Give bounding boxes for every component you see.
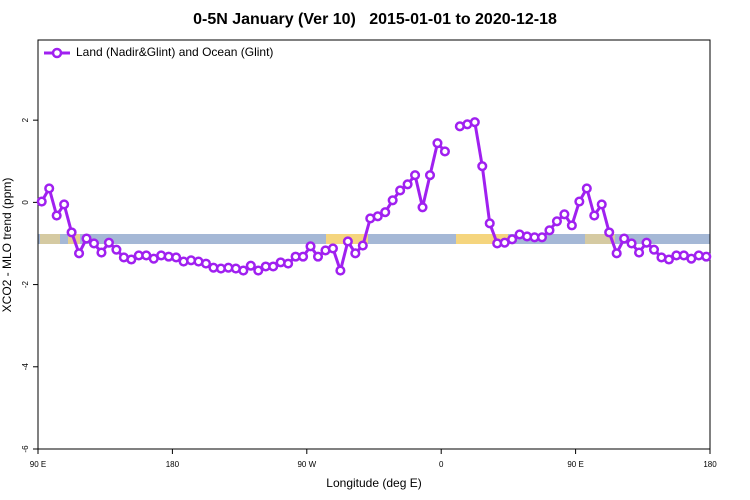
data-point — [581, 183, 592, 194]
data-point — [701, 251, 712, 262]
x-tick-label: 90 E — [567, 460, 583, 469]
y-tick-label: 2 — [21, 117, 30, 122]
legend-label: Land (Nadir&Glint) and Ocean (Glint) — [76, 45, 273, 59]
data-point — [439, 146, 450, 157]
data-point — [44, 183, 55, 194]
data-point — [611, 248, 622, 259]
y-tick-label: -6 — [21, 445, 30, 453]
data-point — [88, 238, 100, 249]
data-point — [544, 225, 555, 236]
ocean-band — [38, 234, 710, 244]
data-point — [380, 207, 391, 218]
data-point — [103, 237, 114, 248]
data-point — [312, 251, 324, 262]
land-band — [456, 234, 508, 244]
data-point — [200, 258, 212, 269]
data-point — [634, 247, 645, 258]
data-point — [402, 179, 413, 190]
data-point — [507, 234, 518, 245]
data-point — [641, 237, 652, 248]
data-point — [298, 251, 309, 262]
data-point — [171, 252, 182, 263]
data-point — [74, 248, 85, 259]
data-point — [648, 244, 660, 255]
data-point — [387, 195, 398, 206]
data-point — [36, 196, 47, 207]
data-point — [111, 244, 122, 255]
data-point — [350, 248, 361, 259]
data-point — [596, 199, 607, 210]
data-point — [424, 170, 436, 181]
data-point — [417, 202, 428, 213]
data-point — [589, 210, 600, 221]
data-point — [663, 254, 674, 265]
y-tick-label: -2 — [21, 280, 30, 288]
series-line — [40, 120, 707, 273]
data-point — [536, 232, 548, 243]
data-point — [559, 209, 570, 220]
data-point — [81, 233, 92, 244]
data-point — [126, 254, 137, 265]
data-point — [566, 220, 577, 231]
data-point — [96, 247, 107, 258]
data-point — [245, 260, 256, 271]
data-point — [357, 240, 368, 251]
y-tick-label: 0 — [21, 200, 30, 205]
data-point — [327, 243, 338, 254]
y-tick-label: -4 — [21, 363, 30, 371]
x-tick-label: 90 E — [30, 460, 46, 469]
data-point — [372, 211, 383, 222]
data-point — [619, 233, 630, 244]
x-tick-label: 180 — [703, 460, 717, 469]
x-axis-label: Longitude (deg E) — [326, 476, 421, 490]
land-band — [40, 234, 60, 244]
data-point — [238, 265, 249, 276]
data-point — [305, 241, 316, 252]
data-point — [484, 218, 495, 229]
chart-title: 0-5N January (Ver 10) 2015-01-01 to 2020… — [193, 11, 557, 28]
data-point — [268, 261, 279, 272]
x-tick-label: 90 W — [297, 460, 316, 469]
data-point — [59, 199, 70, 210]
plot-frame — [37, 39, 711, 450]
x-tick-label: 0 — [439, 460, 444, 469]
data-point — [283, 258, 294, 269]
land-band — [585, 234, 615, 244]
data-point — [469, 117, 480, 128]
data-point — [51, 210, 62, 221]
data-point — [342, 236, 353, 247]
x-tick-label: 180 — [166, 460, 180, 469]
data-point — [253, 265, 264, 276]
data-point — [574, 196, 585, 207]
data-point — [410, 170, 421, 181]
data-point — [477, 161, 488, 172]
data-point — [335, 265, 346, 276]
data-point — [604, 227, 615, 238]
data-point — [551, 216, 562, 227]
data-point — [395, 185, 406, 196]
data-point — [66, 227, 77, 238]
legend-marker — [51, 47, 63, 59]
y-axis-label: XCO2 - MLO trend (ppm) — [0, 178, 14, 313]
data-point — [626, 238, 637, 249]
data-point — [432, 138, 443, 149]
